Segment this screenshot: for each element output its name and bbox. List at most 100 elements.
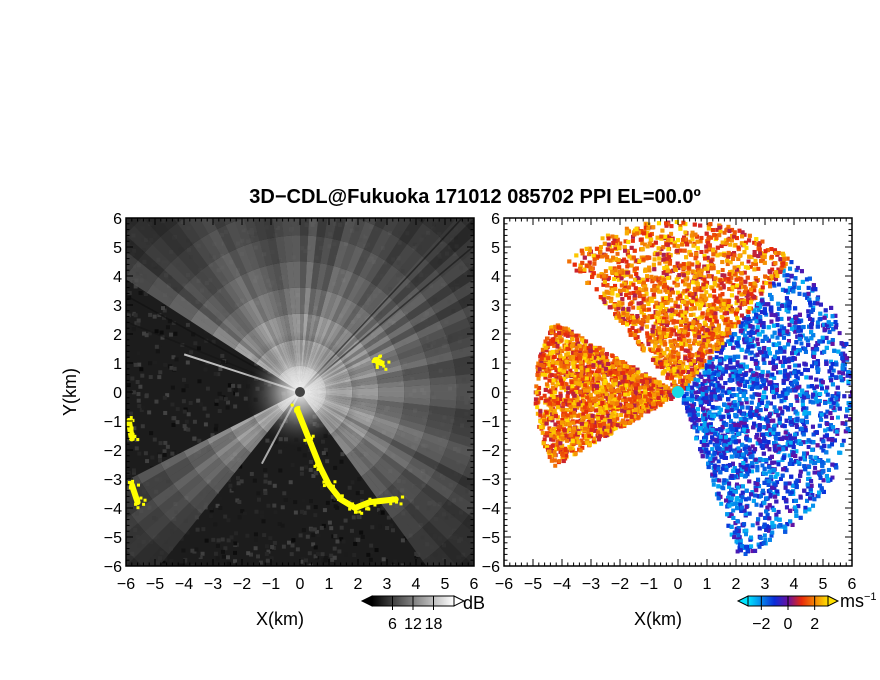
x-tick-label: 4 xyxy=(790,576,799,593)
x-tick-label: 0 xyxy=(296,576,305,593)
y-tick-label: 2 xyxy=(491,327,500,344)
clutter-pixel xyxy=(134,500,138,504)
x-tick-label: 0 xyxy=(674,576,683,593)
blockage-spoke xyxy=(299,218,464,393)
ground-clutter xyxy=(122,354,405,515)
clutter-pixel xyxy=(368,497,372,501)
x-tick-label: 3 xyxy=(761,576,770,593)
clutter-pixel xyxy=(305,437,309,441)
clutter-pixel xyxy=(128,480,132,484)
echo-wedges xyxy=(126,218,474,566)
x-tick-label: 6 xyxy=(848,576,857,593)
clutter-pixel xyxy=(313,464,317,468)
y-tick-label: 5 xyxy=(491,240,500,257)
colorbar-high-arrow xyxy=(827,595,840,607)
clutter-pixel xyxy=(348,507,352,511)
clutter-pixel xyxy=(381,363,385,367)
y-tick-label: −6 xyxy=(482,559,500,576)
x-tick-label: −5 xyxy=(146,576,164,593)
y-tick-label: 4 xyxy=(491,269,500,286)
clutter-pixel xyxy=(351,502,355,506)
blockage-spoke xyxy=(126,294,301,393)
clutter-pixel xyxy=(131,479,135,483)
y-tick-label: −4 xyxy=(104,501,122,518)
clutter-echo xyxy=(294,406,399,511)
clutter-pixel xyxy=(391,496,395,500)
colorbar-tick-label: 18 xyxy=(425,616,443,633)
clutter-pixel xyxy=(294,407,298,411)
clutter-pixel xyxy=(311,434,315,438)
y-tick-label: 6 xyxy=(113,211,122,228)
clutter-pixel xyxy=(320,471,324,475)
y-tick-label: −6 xyxy=(104,559,122,576)
clutter-pixel xyxy=(400,495,404,499)
clutter-pixel xyxy=(358,510,362,514)
y-tick-label: 0 xyxy=(491,385,500,402)
clutter-pixel xyxy=(139,496,143,500)
clutter-pixel xyxy=(310,442,314,446)
clutter-pixel xyxy=(366,506,370,510)
x-tick-label: −1 xyxy=(262,576,280,593)
y-tick-label: 5 xyxy=(113,240,122,257)
clutter-pixel xyxy=(143,498,147,502)
clutter-pixel xyxy=(375,360,379,364)
clutter-pixel xyxy=(303,438,307,442)
clutter-pixel xyxy=(331,484,335,488)
clutter-pixel xyxy=(136,438,140,442)
clutter-pixel xyxy=(353,510,357,514)
clutter-pixel xyxy=(316,467,320,471)
figure-title: 3D−CDL@Fukuoka 171012 085702 PPI EL=00.0… xyxy=(249,186,701,208)
colorbar-tick-label: 2 xyxy=(810,616,819,633)
colorbar-tick-label: 6 xyxy=(388,616,397,633)
y-tick-label: −1 xyxy=(482,414,500,431)
clutter-pixel xyxy=(294,409,298,413)
y-axis-label: Y(km) xyxy=(60,368,80,416)
clutter-pixel xyxy=(122,417,125,420)
clutter-pixel xyxy=(375,499,379,503)
colorbar-unit-label: dB xyxy=(463,593,485,613)
clutter-pixel xyxy=(333,488,337,492)
y-tick-label: −5 xyxy=(482,530,500,547)
clutter-pixel xyxy=(375,363,379,367)
clutter-pixel xyxy=(318,461,322,465)
y-tick-label: −3 xyxy=(482,472,500,489)
y-tick-label: 3 xyxy=(491,298,500,315)
y-tick-label: 3 xyxy=(113,298,122,315)
reflectivity-colorbar: 6 12 18 xyxy=(360,595,466,633)
clutter-pixel xyxy=(371,359,375,363)
colorbar-low-arrow xyxy=(736,595,749,607)
clutter-pixel xyxy=(333,480,337,484)
colorbar-low-arrow xyxy=(360,595,373,607)
y-tick-label: −2 xyxy=(482,443,500,460)
clutter-echo xyxy=(126,418,135,442)
y-tick-label: −1 xyxy=(104,414,122,431)
clutter-pixel xyxy=(375,365,379,369)
radar-site xyxy=(295,387,305,397)
clutter-pixel xyxy=(131,437,135,441)
clutter-pixel xyxy=(387,360,391,364)
x-tick-label: −3 xyxy=(204,576,222,593)
y-tick-label: −5 xyxy=(104,530,122,547)
x-tick-label: 1 xyxy=(703,576,712,593)
colorbar-tick-label: 12 xyxy=(404,616,422,633)
y-tick-label: −2 xyxy=(104,443,122,460)
clutter-pixel xyxy=(131,433,135,437)
clutter-pixel xyxy=(296,409,300,413)
clutter-pixel xyxy=(381,360,385,364)
clutter-pixel xyxy=(129,416,133,420)
x-tick-label: 5 xyxy=(819,576,828,593)
blockage-spoke xyxy=(126,320,301,393)
clutter-pixel xyxy=(384,367,388,371)
x-axis-label: X(km) xyxy=(634,609,682,629)
clutter-pixel xyxy=(382,364,386,368)
clutter-pixel xyxy=(142,502,146,506)
clutter-pixel xyxy=(133,434,137,438)
clutter-pixel xyxy=(322,484,326,488)
x-tick-label: 6 xyxy=(470,576,479,593)
clutter-pixel xyxy=(344,500,348,504)
clutter-pixel xyxy=(379,354,383,358)
clutter-pixel xyxy=(290,403,294,407)
clutter-pixel xyxy=(317,463,321,467)
y-tick-label: −3 xyxy=(104,472,122,489)
